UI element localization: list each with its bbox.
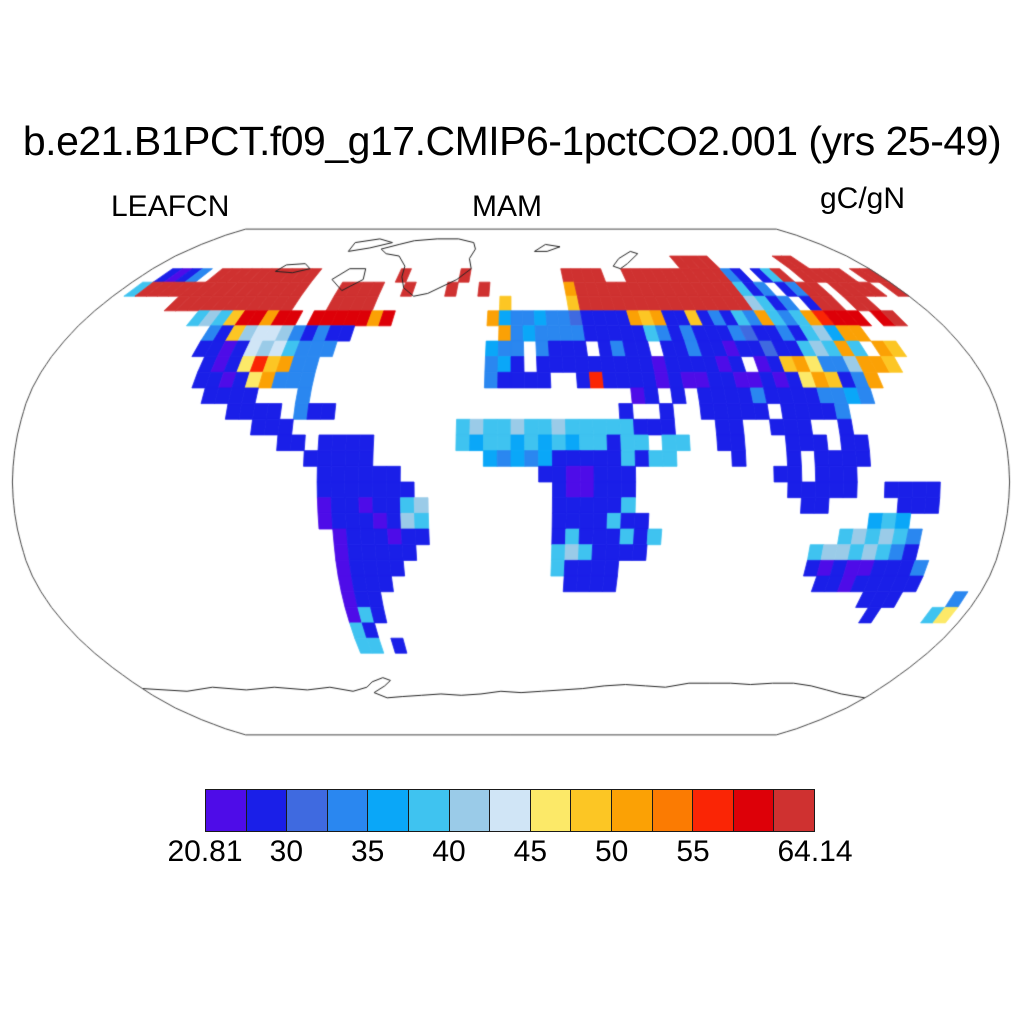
colorbar-tick-label: 35 [350,835,385,868]
colorbar-tick-label: 64.14 [777,835,853,868]
colorbar-segment [732,789,775,832]
colorbar-segment [367,789,409,832]
colorbar-segment [326,789,369,832]
colorbar-tick-label: 45 [513,835,548,868]
colorbar-segment [407,789,450,832]
colorbar-segment [610,789,653,832]
colorbar [205,789,815,832]
colorbar-tick-label: 50 [594,835,629,868]
colorbar-segment [692,789,734,832]
colorbar-tick-label: 40 [432,835,466,868]
colorbar-segment [286,789,328,832]
colorbar-tick-labels: 20.81 30 35 40 45 50 55 64.14 [167,835,852,871]
colorbar-tick-label: 55 [676,835,710,868]
colorbar-segment [651,789,694,832]
colorbar-segment [773,789,815,832]
colorbar-segment [489,789,531,832]
colorbar-segment [529,789,572,832]
colorbar-tick-label: 30 [269,835,304,868]
colorbar-segment [448,789,491,832]
colorbar-segment [570,789,612,832]
colorbar-tick-label: 20.81 [167,835,243,868]
colorbar-segment [245,789,288,832]
colorbar-segment [205,789,247,832]
